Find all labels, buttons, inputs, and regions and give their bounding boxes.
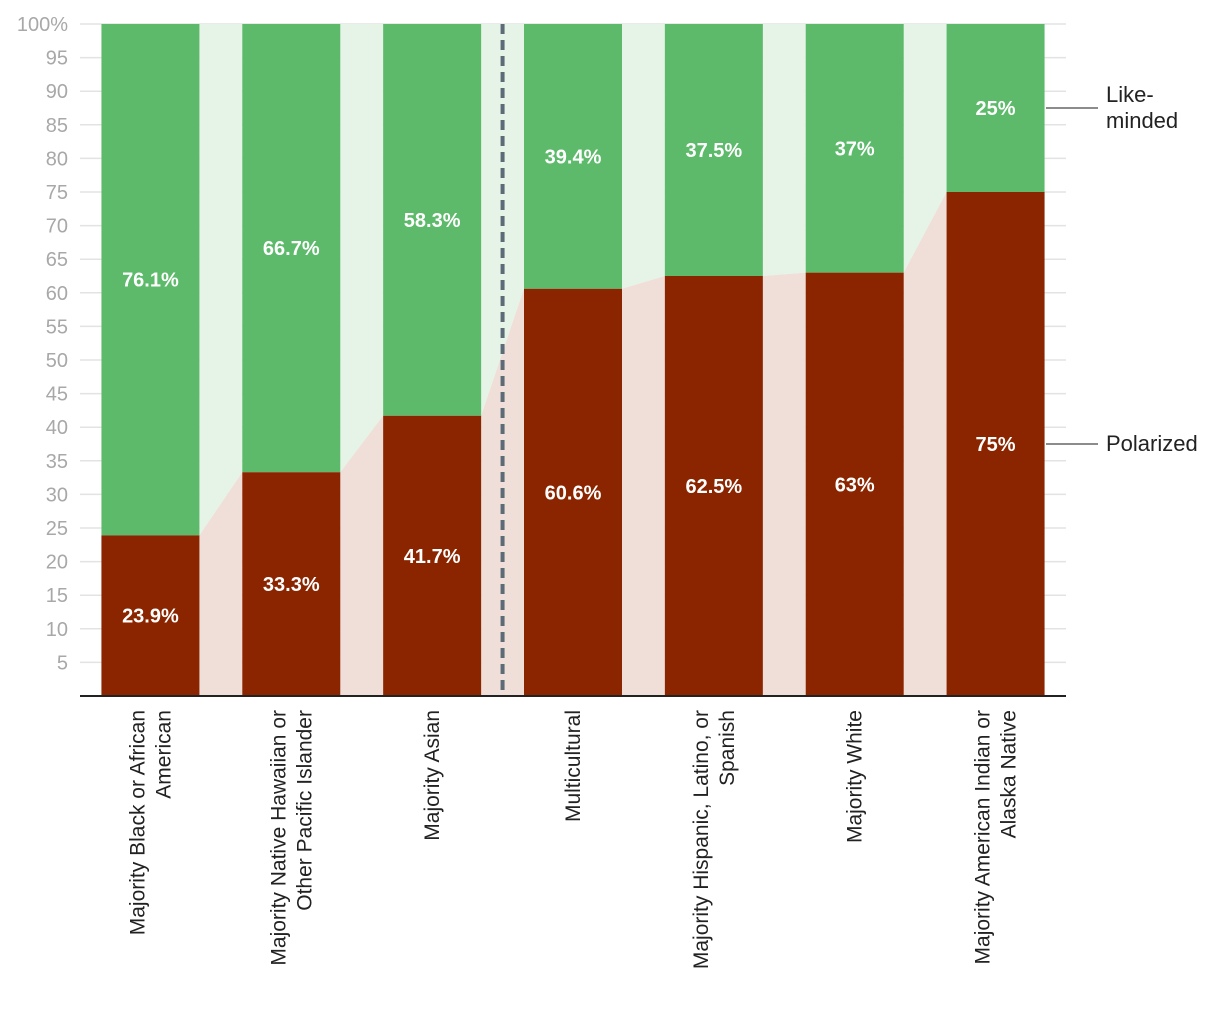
bar-like-minded <box>242 24 341 473</box>
bar-polarized <box>524 288 622 696</box>
x-category-label: Spanish <box>716 710 739 786</box>
data-label-polarized: 62.5% <box>685 476 742 498</box>
x-category-label: Majority White <box>844 710 867 843</box>
bar-polarized <box>805 272 904 696</box>
y-tick-label: 35 <box>46 451 68 473</box>
connector-areas <box>199 24 947 696</box>
y-tick-label: 15 <box>46 585 68 607</box>
axes: 5 10 15 20 25 30 35 40 45 50 55 60 65 70 75 80 85 90 95 100… <box>17 14 1066 969</box>
y-tick-label: 85 <box>46 115 68 137</box>
like-minded-connector <box>903 24 947 273</box>
bar-polarized <box>383 415 482 696</box>
y-tick-label: 40 <box>46 417 68 439</box>
y-tick-label: 70 <box>46 216 68 238</box>
bar-like-minded <box>664 24 763 276</box>
y-tick-label: 55 <box>46 316 68 338</box>
data-label-like-minded: 66.7% <box>263 238 320 260</box>
like-minded-connector <box>340 24 384 473</box>
y-tick-label: 80 <box>46 148 68 170</box>
data-label-like-minded: 76.1% <box>122 270 179 292</box>
like-minded-connector <box>622 24 665 289</box>
data-labels: 76.1% 23.9% 66.7% 33.3% 58.3% 41.7% 39.4% 60.6%… <box>122 98 1016 628</box>
like-minded-connector <box>762 24 806 276</box>
data-label-like-minded: 25% <box>976 98 1016 120</box>
y-tick-label: 100% <box>17 14 68 36</box>
polarized-connector <box>340 415 384 696</box>
y-tick-label: 75 <box>46 182 68 204</box>
bar-polarized <box>242 472 341 696</box>
y-tick-label: 90 <box>46 81 68 103</box>
like-minded-connector <box>199 24 243 536</box>
x-category-label: Alaska Native <box>998 710 1021 838</box>
data-label-like-minded: 39.4% <box>545 146 602 168</box>
y-tick-label: 95 <box>46 48 68 70</box>
polarized-connector <box>903 192 947 696</box>
y-tick-label: 45 <box>46 384 68 406</box>
data-label-like-minded: 58.3% <box>404 210 461 232</box>
legend: Like-minded Polarized <box>1046 82 1198 456</box>
legend-label: Like- <box>1106 82 1154 107</box>
x-category-label: American <box>152 710 175 799</box>
x-category-label: Majority Black or African <box>126 710 149 935</box>
y-tick-label: 30 <box>46 484 68 506</box>
data-label-polarized: 41.7% <box>404 546 461 568</box>
bar-like-minded <box>524 24 622 289</box>
y-tick-label: 60 <box>46 283 68 305</box>
x-category-label: Majority Hispanic, Latino, or <box>690 710 713 969</box>
bar-like-minded <box>805 24 904 273</box>
polarized-connector <box>199 472 243 696</box>
y-tick-label: 5 <box>57 652 68 674</box>
bar-polarized <box>101 535 200 696</box>
legend-label: Polarized <box>1106 431 1198 456</box>
data-label-like-minded: 37.5% <box>685 140 742 162</box>
bar-like-minded <box>383 24 482 416</box>
y-tick-label: 25 <box>46 518 68 540</box>
data-label-polarized: 75% <box>976 434 1016 456</box>
bars <box>101 24 1045 696</box>
data-label-polarized: 23.9% <box>122 606 179 628</box>
bar-like-minded <box>946 24 1045 192</box>
polarized-connector <box>622 276 665 696</box>
y-tick-label: 65 <box>46 249 68 271</box>
x-category-label: Majority Native Hawaiian or <box>267 710 290 966</box>
data-label-polarized: 33.3% <box>263 574 320 596</box>
bar-like-minded <box>101 24 200 536</box>
polarized-connector <box>762 272 806 696</box>
x-category-label: Multicultural <box>562 710 585 822</box>
data-label-polarized: 60.6% <box>545 482 602 504</box>
x-category-label: Majority Asian <box>421 710 444 841</box>
legend-label: minded <box>1106 108 1178 133</box>
data-label-like-minded: 37% <box>835 138 875 160</box>
y-tick-label: 20 <box>46 552 68 574</box>
x-category-label: Majority American Indian or <box>972 710 995 964</box>
bar-polarized <box>664 276 763 696</box>
y-tick-label: 50 <box>46 350 68 372</box>
data-label-polarized: 63% <box>835 474 875 496</box>
bar-polarized <box>946 192 1045 696</box>
x-category-label: Other Pacific Islander <box>293 710 316 911</box>
y-tick-label: 10 <box>46 619 68 641</box>
